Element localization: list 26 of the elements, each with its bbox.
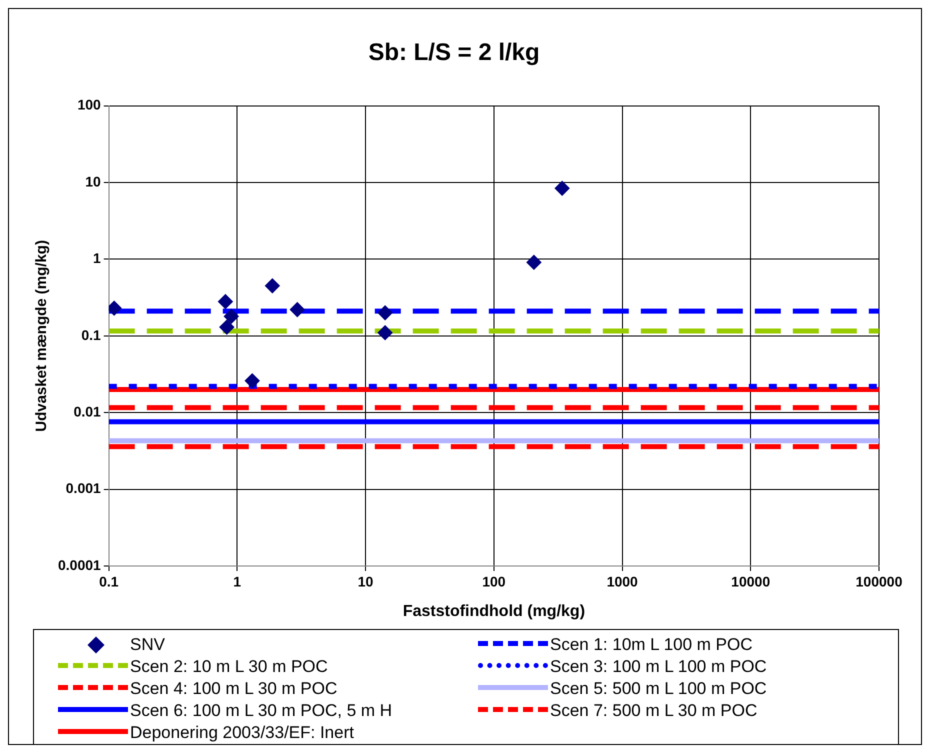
legend-label: Scen 6: 100 m L 30 m POC, 5 m H [130,700,392,722]
x-axis-title: Faststofindhold (mg/kg) [402,602,586,620]
y-tick-label: 10 [85,173,102,190]
y-tick-label: 0.001 [66,480,102,496]
legend-label: Scen 7: 500 m L 30 m POC [550,700,758,722]
legend-label: Deponering 2003/33/EF: Inert [130,722,354,744]
y-tick-label: 0.1 [81,326,102,343]
x-tick-label: 10 [358,573,374,590]
x-tick-label: 100 [482,573,506,590]
y-tick-label: 100 [77,96,102,113]
y-tick-label: 0.0001 [58,556,102,573]
legend-label: Scen 2: 10 m L 30 m POC [130,656,328,678]
y-axis-title: Udvasket mængde (mg/kg) [33,240,50,432]
legend-label: Scen 1: 10m L 100 m POC [550,634,753,656]
y-tick-label: 0.01 [74,403,102,420]
legend-label: SNV [130,634,165,656]
x-tick-label: 1000 [606,573,638,590]
x-tick-label: 1 [233,573,242,590]
legend-label: Scen 3: 100 m L 100 m POC [550,656,767,678]
x-tick-label: 10000 [731,573,770,590]
x-tick-label: 0.1 [99,573,119,590]
y-tick-label: 1 [93,250,102,266]
legend-label: Scen 5: 500 m L 100 m POC [550,678,767,700]
x-tick-label: 100000 [856,573,903,590]
chart-title: Sb: L/S = 2 l/kg [368,39,540,66]
legend-label: Scen 4: 100 m L 30 m POC [130,678,338,700]
